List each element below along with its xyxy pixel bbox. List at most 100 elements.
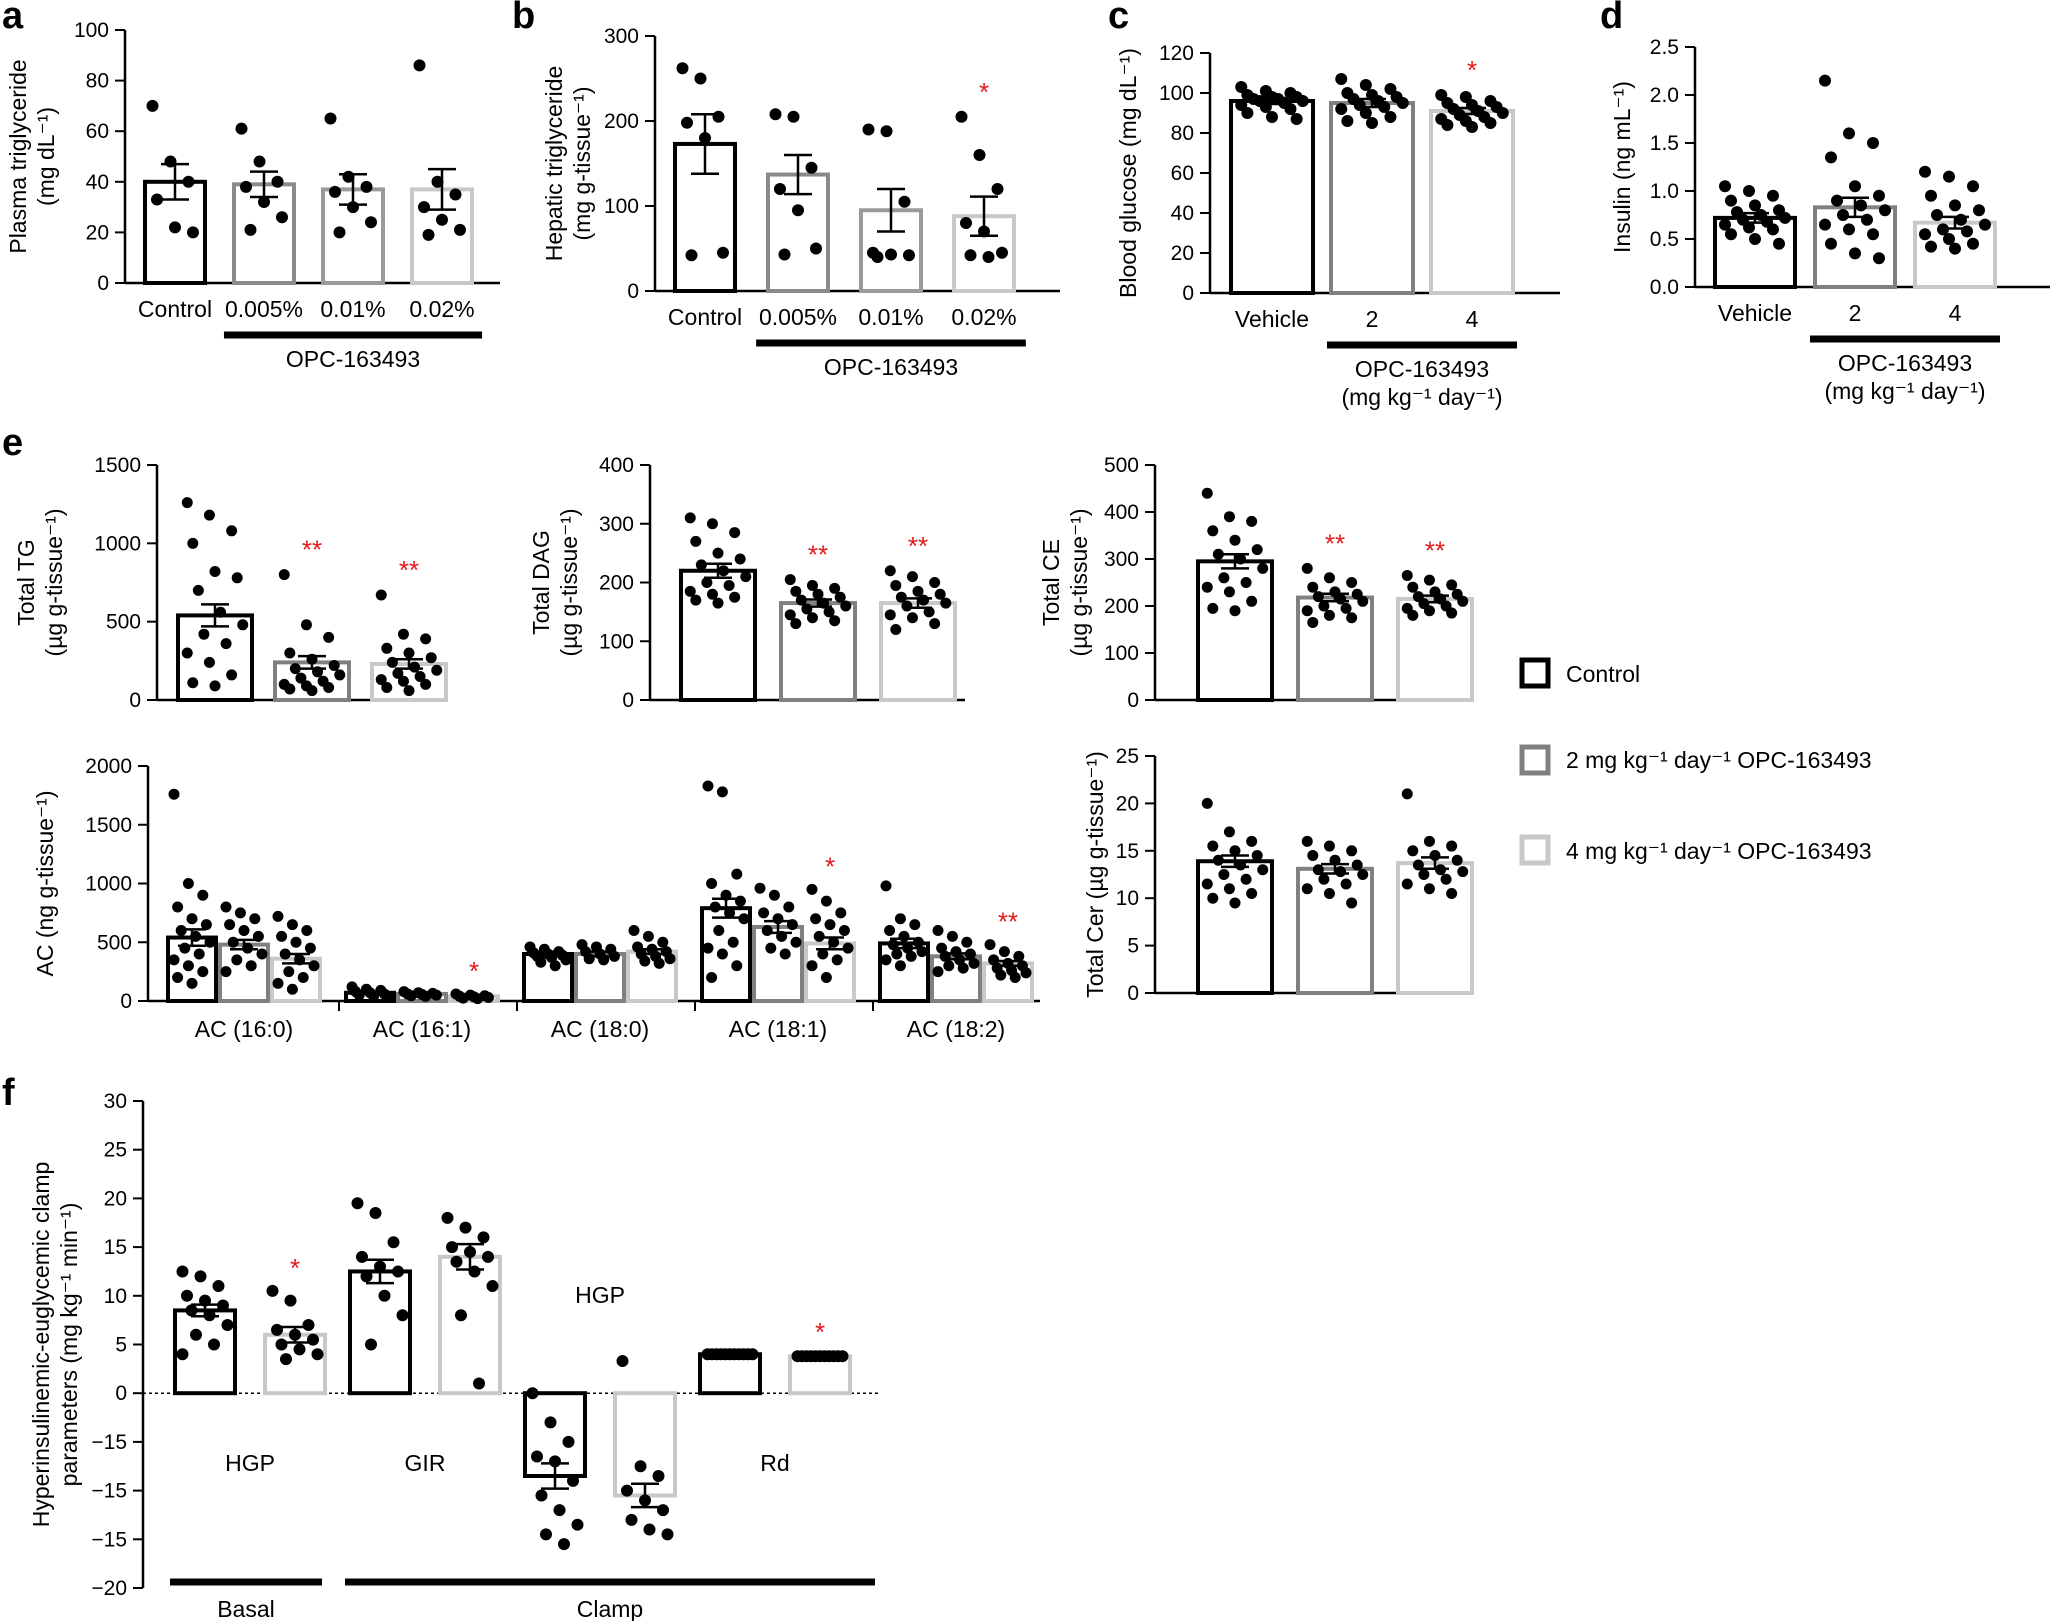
panel-e3-ytick-label: 0 [1127, 689, 1139, 712]
panel-e4-ytick-label: 2000 [85, 755, 132, 778]
panel-e2-point [890, 624, 902, 635]
panel-f-ytick-label: −20 [91, 1577, 127, 1600]
panel-e5-point [1229, 897, 1241, 909]
panel-a-point [258, 196, 270, 209]
panel-a-ytick-label: 100 [74, 19, 109, 42]
panel-c-group-label: (mg kg⁻¹ day⁻¹) [1341, 384, 1502, 410]
panel-e1-point [203, 656, 215, 668]
panel-e1-ytick-label: 500 [106, 611, 141, 634]
panel-d-ytick-label: 2.0 [1650, 84, 1679, 107]
panel-e4-point [168, 788, 180, 800]
panel-e5-point [1246, 887, 1258, 899]
panel-e5-point [1235, 859, 1247, 871]
panel-e4-point [842, 942, 854, 954]
panel-e4-point [583, 953, 595, 965]
panel-b-point [694, 72, 707, 85]
panel-e2-point [729, 527, 741, 539]
panel-a-ytick-label: 0 [97, 272, 109, 295]
panel-c-point [1359, 79, 1372, 91]
panel-f-point [643, 1523, 656, 1536]
panel-b-significance-star: * [979, 77, 989, 107]
panel-f-ylabel-line: parameters (mg kg⁻¹ min⁻¹) [56, 1203, 82, 1487]
panel-c-point [1484, 117, 1497, 129]
panel-e4-point [290, 936, 302, 948]
panel-a-point [276, 211, 288, 224]
panel-b-point [769, 108, 782, 121]
panel-e2-point [906, 571, 918, 583]
panel-e5-point [1223, 826, 1235, 838]
panel-f-ytick-label: −15 [91, 1480, 127, 1503]
panel-e4-point [238, 925, 250, 936]
panel-f-category-label: HGP [225, 1450, 275, 1476]
panel-e5-point [1440, 873, 1452, 885]
panel-e5-point [1323, 887, 1335, 899]
panel-e3-point [1307, 581, 1319, 593]
panel-e4-point [653, 957, 665, 969]
panel-e1-point [392, 667, 404, 679]
panel-e3-point [1212, 548, 1224, 560]
panel-e2-point [706, 588, 718, 600]
panel-f-point [387, 1236, 400, 1249]
panel-e3-point [1229, 534, 1241, 546]
panel-e4-point [936, 942, 948, 954]
panel-b-point [964, 249, 977, 262]
panel-f-point [208, 1338, 220, 1351]
panel-d-point [1843, 127, 1855, 140]
panel-e3-point [1423, 574, 1435, 586]
panel-b-ylabel: Hepatic triglyceride (mg g-tissue⁻¹) [541, 66, 595, 262]
panel-e4-point [193, 948, 205, 960]
panel-e3-point [1207, 525, 1219, 537]
panel-c-category-label: 2 [1366, 306, 1379, 332]
panel-c-point [1341, 115, 1354, 127]
panel-e3-significance-star: ** [1425, 535, 1445, 565]
panel-e1-point [181, 497, 193, 509]
panel-a-ytick-label: 40 [86, 171, 109, 194]
panel-d: 0.0 0.5 1.0 1.5 2.0 2.5 Insulin (ng mL⁻¹) Vehic… [1609, 36, 2050, 404]
panel-e3-point [1423, 605, 1435, 617]
panel-e5-ytick-label: 20 [1116, 792, 1139, 815]
panel-a-point [240, 180, 252, 193]
panel-e2-ytick-label: 100 [599, 630, 634, 653]
panel-e4-point [286, 919, 298, 931]
panel-f-point [567, 1474, 579, 1487]
panel-c-ytick-label: 100 [1159, 82, 1194, 105]
panel-f-significance-star: * [290, 1253, 300, 1283]
panel-f-point [616, 1355, 629, 1368]
panel-d-point [1967, 180, 1979, 193]
panel-e1-point [237, 619, 249, 631]
panel-e4-point [227, 936, 239, 948]
panel-e3-point [1251, 544, 1263, 556]
panel-c-point [1241, 107, 1254, 119]
panel-e4-point [820, 972, 832, 983]
panel-f-point [360, 1270, 373, 1283]
panel-e3-point [1401, 569, 1413, 581]
panel-e1-point [409, 661, 421, 673]
panel-e5-point [1307, 850, 1319, 862]
panel-d-point [1979, 218, 1991, 231]
panel-letter-c: c [1108, 0, 1129, 37]
panel-e2-point [834, 591, 846, 603]
panel-letter-d: d [1600, 0, 1623, 37]
panel-e1-point [187, 537, 199, 549]
panel-e4-point [172, 972, 184, 983]
panel-e4-point [817, 948, 829, 960]
panel-e2-point [823, 606, 835, 618]
panel-e2-point [718, 565, 730, 577]
panel-f-point [625, 1513, 638, 1526]
panel-f-ytick-label: 25 [104, 1139, 127, 1162]
panel-f-point [482, 1250, 494, 1263]
panel-e5-point [1423, 883, 1435, 895]
panel-e4: 0 500 1000 1500 2000 AC (ng g-tissue⁻¹) AC (16… [32, 755, 1040, 1042]
panel-e2-point [790, 585, 802, 597]
panel-e4-point [831, 954, 843, 966]
panel-c-ytick-label: 60 [1171, 162, 1194, 185]
panel-e4-ytick-label: 1500 [85, 814, 132, 837]
panel-e2-point [929, 618, 941, 630]
panel-e4-point [308, 960, 320, 972]
panel-b-point [676, 62, 689, 75]
panel-e4-point [806, 960, 818, 972]
panel-b-ytick-label: 100 [604, 195, 639, 218]
panel-e5-ylabel-line: Total Cer (µg g-tissue⁻¹) [1082, 751, 1108, 998]
panel-e5-point [1418, 869, 1430, 880]
panel-e4-point [276, 930, 288, 942]
